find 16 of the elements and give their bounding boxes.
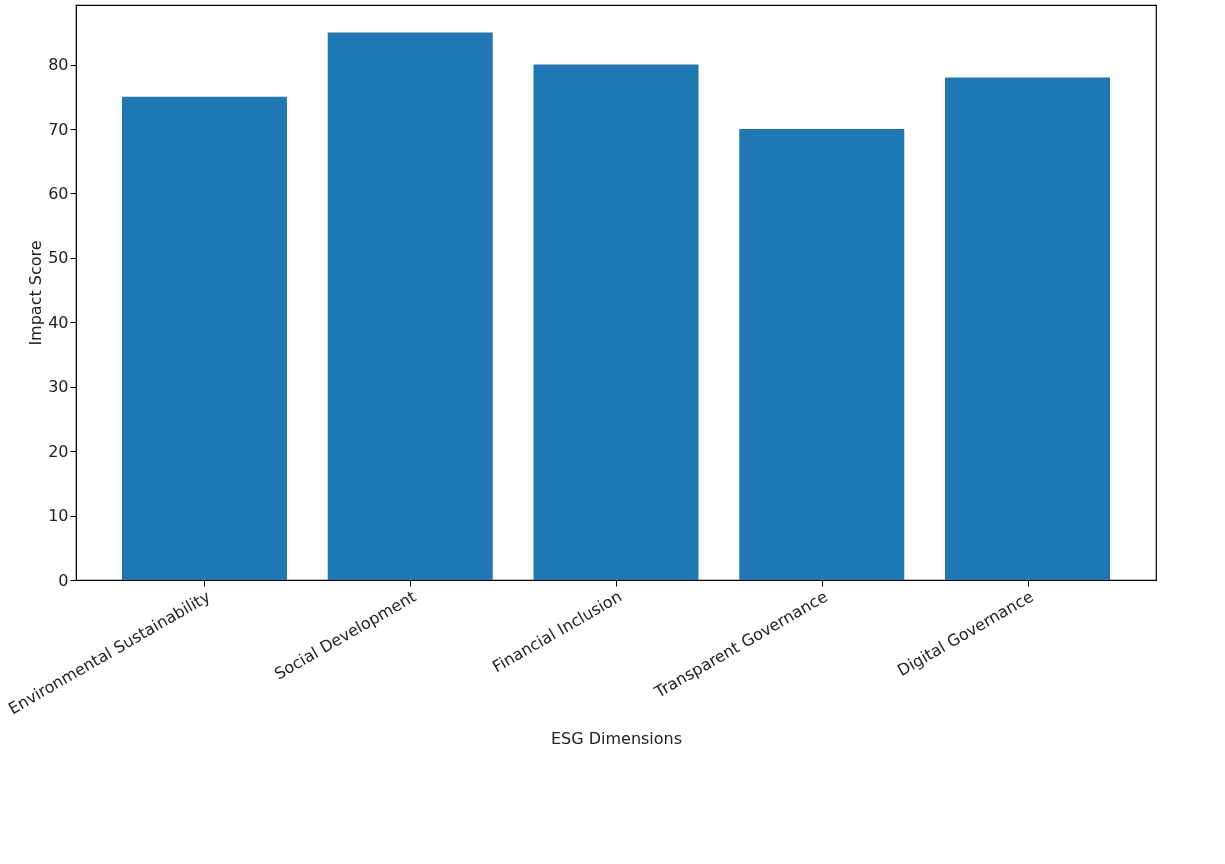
bar <box>121 96 287 580</box>
y-tick-label: 80 <box>48 55 69 75</box>
y-tick-label: 70 <box>48 119 69 139</box>
bar <box>739 129 905 580</box>
x-axis-title: ESG Dimensions <box>550 729 683 749</box>
y-tick-label: 20 <box>48 441 69 461</box>
y-tick-label: 60 <box>48 183 69 203</box>
bar <box>533 64 699 580</box>
y-tick-label: 40 <box>48 312 69 332</box>
y-tick-label: 50 <box>48 248 69 268</box>
y-tick-label: 0 <box>58 570 69 590</box>
bar <box>945 77 1111 580</box>
bar <box>327 32 493 580</box>
y-axis-title: Impact Score <box>26 240 46 346</box>
y-tick-label: 30 <box>48 377 69 397</box>
y-tick-label: 10 <box>48 506 69 526</box>
